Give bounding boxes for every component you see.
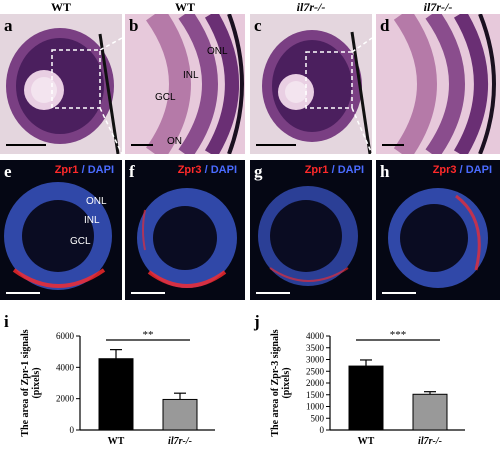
layer-label-on: ON [167,136,182,147]
scale-bar [131,144,153,146]
y-tick-label: 1500 [306,390,325,400]
scale-bar [131,292,165,294]
y-tick-label: 3500 [306,343,325,353]
scale-bar [6,144,46,146]
scale-bar [256,292,290,294]
bar-chart-zpr3: The area of Zpr-3 signals(pixels) 0 500100… [270,329,465,447]
panel-a-he-wt: a [0,14,122,154]
layer-label-inl: INL [84,215,100,226]
y-tick-label: 4000 [306,331,325,341]
y-axis-label-line: The area of Zpr-1 signals [20,329,31,436]
stain-legend: Zpr3 / DAPI [432,164,492,176]
significance-marker: *** [390,329,407,341]
layer-label-inl: INL [183,70,199,81]
panel-label: h [380,162,390,181]
column-title-wt: WT [50,0,71,14]
chart-i-label: i [4,312,9,331]
y-tick-label: 1000 [306,402,325,412]
panel-label: a [4,16,13,35]
panel-b-he-wt-zoom: b ONL INL GCL ON [125,14,245,154]
y-tick-label: 0 [70,425,75,435]
y-tick-label: 2500 [306,366,325,376]
y-axis-label-line: (pixels) [31,367,42,398]
chart-j-label: j [254,312,260,331]
scale-bar [256,144,296,146]
stain-legend: Zpr1 / DAPI [54,164,114,176]
x-tick-label: WT [358,436,375,447]
layer-label-onl: ONL [207,46,228,57]
significance-marker: ** [143,329,154,341]
panel-label: b [129,16,139,35]
panel-label: f [129,162,135,181]
x-tick-label: il7r-/- [168,436,192,447]
y-axis-label-line: (pixels) [281,367,292,398]
bar-mutant [412,393,448,431]
fluorescence-eye-image [258,186,358,286]
fluorescence-eye-image [388,188,488,288]
layer-label-onl: ONL [86,196,107,207]
y-tick-label: 2000 [56,394,75,404]
y-tick-label: 0 [320,425,325,435]
y-axis-label: The area of Zpr-3 signals(pixels) [270,329,292,436]
layer-label-gcl: GCL [70,236,91,247]
layer-label-gcl: GCL [155,92,176,103]
panel-label: g [254,162,263,181]
panel-h-zpr3-mutant: h Zpr3 / DAPI [376,160,500,300]
fluorescence-eye-image [137,188,237,288]
bar-chart-zpr1: The area of Zpr-1 signals(pixels) 0 2000 40… [20,329,215,447]
scale-bar [6,292,40,294]
he-eye-image [0,14,122,154]
panel-d-he-mutant-zoom: d [376,14,500,154]
y-axis-label: The area of Zpr-1 signals(pixels) [20,329,42,436]
panel-label: c [254,16,262,35]
y-tick-label: 4000 [56,362,75,372]
fluorescence-eye-image [4,182,112,290]
scale-bar [382,292,416,294]
panel-g-zpr1-mutant: g Zpr1 / DAPI [250,160,372,300]
y-tick-label: 500 [311,413,325,423]
x-tick-label: WT [108,436,125,447]
column-title-mutant: il7r-/- [296,0,326,14]
panel-label: d [380,16,390,35]
y-tick-label: 2000 [306,378,325,388]
stain-legend: Zpr3 / DAPI [177,164,237,176]
stain-legend: Zpr1 / DAPI [304,164,364,176]
he-retina-zoom-image [125,14,245,154]
column-title-wt-zoom: WT [174,0,195,14]
panel-label: e [4,162,12,181]
scale-bar [382,144,404,146]
bar-wt [98,358,134,431]
he-retina-zoom-image [376,14,500,154]
column-title-mutant-zoom: il7r-/- [423,0,453,14]
panel-c-he-mutant: c [250,14,372,154]
panel-e-zpr1-wt: e Zpr1 / DAPI ONL INL GCL [0,160,122,300]
panel-f-zpr3-wt: f Zpr3 / DAPI [125,160,245,300]
he-eye-image [250,14,372,154]
y-tick-label: 3000 [306,355,325,365]
y-axis-label-line: The area of Zpr-3 signals [270,329,281,436]
x-tick-label: il7r-/- [418,436,442,447]
bar-mutant [162,398,198,431]
y-tick-label: 6000 [56,331,75,341]
bar-wt [348,365,384,431]
